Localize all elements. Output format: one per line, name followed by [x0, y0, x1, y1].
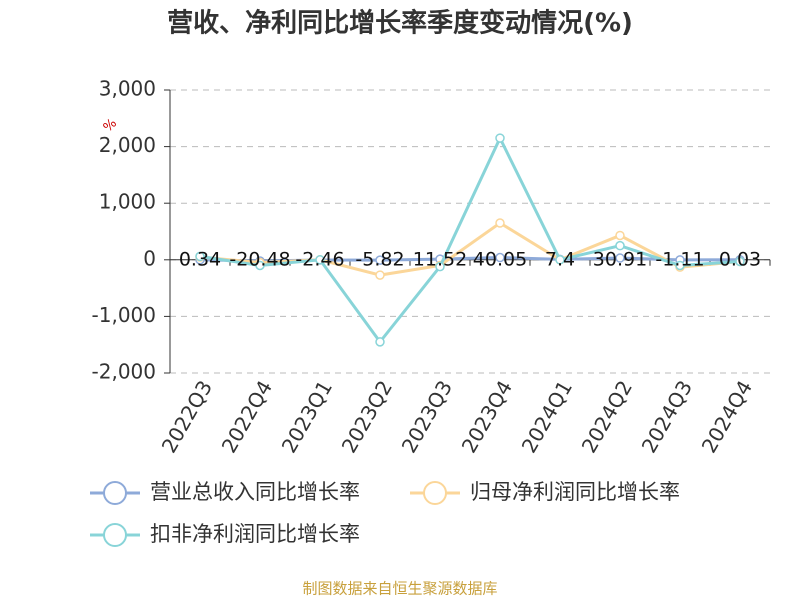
legend-marker — [423, 481, 447, 505]
legend-label: 扣非净利润同比增长率 — [150, 522, 360, 546]
data-point — [495, 252, 505, 263]
data-label: -20.48 — [229, 248, 290, 270]
data-point — [615, 230, 625, 241]
data-point — [735, 256, 745, 267]
legend-marker — [103, 481, 127, 505]
x-tick-label: 2024Q4 — [697, 376, 757, 457]
data-label: 0.34 — [179, 248, 221, 270]
data-label: -5.82 — [355, 248, 404, 270]
data-label: -2.46 — [295, 248, 344, 270]
data-label: 30.91 — [593, 248, 647, 270]
y-tick-label: -1,000 — [92, 303, 156, 327]
x-tick-label: 2023Q4 — [457, 376, 517, 457]
y-tick-label: 2,000 — [99, 133, 156, 157]
data-point — [495, 133, 505, 143]
data-label: 40.05 — [473, 248, 527, 270]
data-label: 7.4 — [545, 248, 575, 270]
x-tick-label: 2024Q2 — [577, 376, 637, 457]
data-point — [495, 218, 505, 228]
data-label: 0.03 — [719, 248, 761, 270]
x-tick-label: 2024Q3 — [637, 376, 697, 457]
data-point — [195, 251, 205, 262]
data-point — [435, 261, 445, 272]
data-point — [315, 255, 325, 265]
legend-label: 归母净利润同比增长率 — [470, 480, 680, 504]
y-tick-label: -2,000 — [92, 360, 156, 384]
data-point — [375, 337, 385, 347]
y-tick-label: 1,000 — [99, 190, 156, 214]
data-point — [375, 255, 385, 265]
data-point — [615, 240, 625, 251]
x-tick-label: 2022Q3 — [157, 376, 217, 457]
y-tick-label: 3,000 — [99, 77, 156, 101]
x-tick-label: 2023Q2 — [337, 376, 397, 457]
series-line — [199, 134, 741, 345]
data-label: -1.11 — [655, 248, 704, 270]
data-point — [375, 270, 385, 280]
source-note: 制图数据来自恒生聚源数据库 — [302, 580, 497, 598]
data-point — [255, 260, 265, 271]
chart-title: 营收、净利同比增长率季度变动情况(%) — [167, 8, 633, 39]
data-point — [675, 260, 685, 271]
x-tick-label: 2023Q3 — [397, 376, 457, 457]
x-tick-label: 2024Q1 — [517, 376, 577, 457]
data-point — [615, 253, 625, 263]
y-tick-label: 0 — [143, 246, 156, 270]
data-point — [555, 255, 565, 265]
x-tick-label: 2022Q4 — [217, 376, 277, 457]
legend-label: 营业总收入同比增长率 — [150, 480, 360, 504]
data-label: 11.52 — [413, 248, 467, 270]
x-tick-label: 2023Q1 — [277, 376, 337, 457]
legend-marker — [103, 523, 127, 547]
